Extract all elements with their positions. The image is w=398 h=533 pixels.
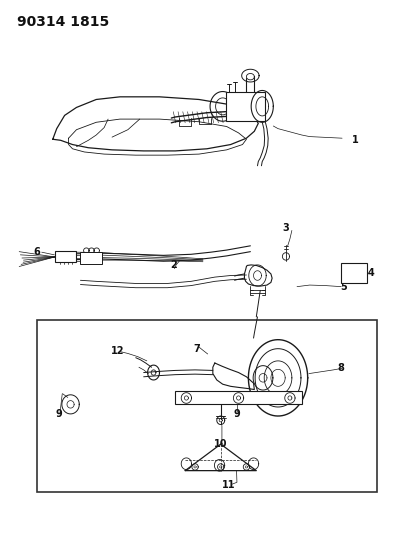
Text: 3: 3: [283, 223, 289, 233]
Text: 9: 9: [233, 409, 240, 419]
Bar: [226, 92, 265, 120]
Text: 5: 5: [340, 281, 347, 292]
Text: 10: 10: [214, 439, 228, 449]
Text: 2: 2: [170, 261, 177, 270]
Text: 6: 6: [33, 247, 40, 257]
Bar: [80, 252, 102, 264]
Bar: [55, 251, 76, 262]
Text: 7: 7: [194, 344, 201, 354]
Text: 12: 12: [111, 346, 125, 357]
Text: 9: 9: [55, 409, 62, 419]
FancyBboxPatch shape: [37, 319, 377, 492]
Text: 90314 1815: 90314 1815: [17, 14, 109, 29]
Bar: [341, 263, 367, 284]
Text: 1: 1: [352, 135, 359, 146]
Text: 8: 8: [337, 364, 344, 373]
Bar: [175, 391, 302, 405]
Text: 4: 4: [367, 268, 374, 278]
Text: 11: 11: [222, 480, 235, 490]
